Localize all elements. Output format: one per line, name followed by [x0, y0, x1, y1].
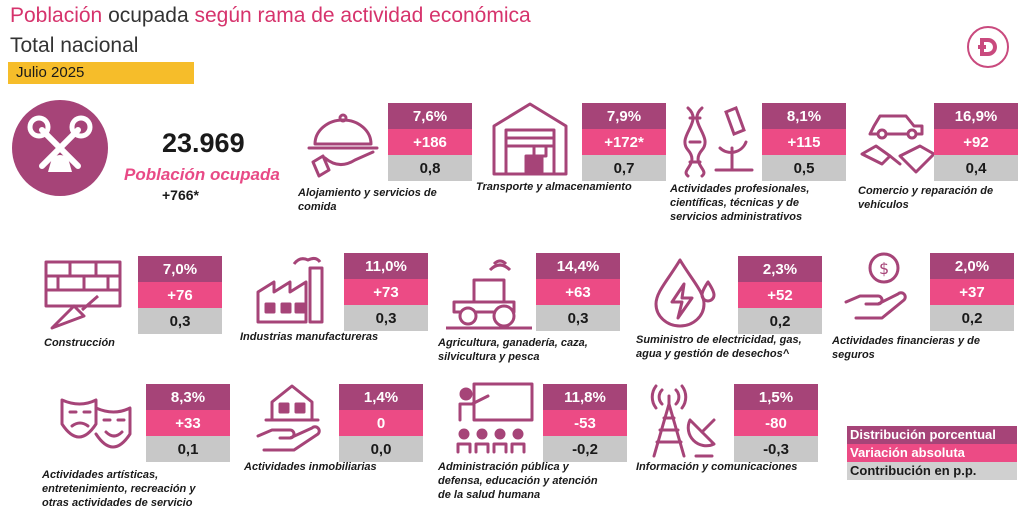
money-hand-icon: $ — [842, 250, 922, 324]
var-value: +92 — [934, 129, 1018, 155]
var-value: +63 — [536, 279, 620, 305]
dist-value: 1,4% — [339, 384, 423, 410]
serving-cloche-icon — [303, 110, 383, 182]
sector-label-administracion: Administración pública y defensa, educac… — [438, 461, 598, 501]
legend-contrib: Contribución en p.p. — [847, 462, 1017, 480]
title-part-3: según rama de actividad económica — [194, 4, 531, 27]
dist-value: 11,8% — [543, 384, 627, 410]
sector-label-electricidad: Suministro de electricidad, gas, agua y … — [636, 334, 802, 360]
stat-transporte: 7,9% +172* 0,7 — [582, 103, 666, 181]
total-employed-value: 23.969 — [162, 128, 245, 158]
brand-logo-icon — [967, 26, 1009, 68]
sector-label-transporte: Transporte y almacenamiento — [476, 181, 632, 193]
theater-masks-icon — [58, 390, 138, 464]
stat-profesionales: 8,1% +115 0,5 — [762, 103, 846, 181]
brick-trowel-icon — [42, 258, 124, 332]
stat-administracion: 11,8% -53 -0,2 — [543, 384, 627, 462]
antenna-tower-icon — [646, 382, 722, 458]
stat-inmobiliarias: 1,4% 0 0,0 — [339, 384, 423, 462]
svg-text:$: $ — [879, 259, 889, 278]
total-employed-label: Población ocupada — [124, 165, 280, 184]
contrib-value: 0,1 — [146, 436, 230, 462]
stat-comercio: 16,9% +92 0,4 — [934, 103, 1018, 181]
stat-artisticas: 8,3% +33 0,1 — [146, 384, 230, 462]
title-part-1: Población — [10, 4, 103, 27]
legend-var: Variación absoluta — [847, 444, 1017, 462]
sector-label-profesionales: Actividades profesionales, científicas, … — [670, 183, 810, 223]
sector-label-comercio: Comercio y reparación de vehículos — [858, 185, 994, 211]
contrib-value: 0,3 — [536, 305, 620, 331]
dist-value: 7,0% — [138, 256, 222, 282]
title-part-2: ocupada — [108, 4, 189, 27]
stat-manufactura: 11,0% +73 0,3 — [344, 253, 428, 331]
var-value: +33 — [146, 410, 230, 436]
car-handshake-icon — [860, 104, 936, 180]
var-value: 0 — [339, 410, 423, 436]
house-hand-icon — [256, 380, 332, 452]
sector-label-artisticas: Actividades artísticas, entretenimiento,… — [42, 469, 196, 509]
sector-label-informacion: Información y comunicaciones — [636, 461, 798, 473]
tools-circle-icon — [12, 100, 108, 196]
factory-icon — [254, 254, 334, 326]
contrib-value: 0,3 — [344, 305, 428, 331]
contrib-value: -0,3 — [734, 436, 818, 462]
var-value: -80 — [734, 410, 818, 436]
var-value: -53 — [543, 410, 627, 436]
tractor-icon — [444, 258, 534, 332]
dist-value: 11,0% — [344, 253, 428, 279]
date-badge: Julio 2025 — [8, 62, 194, 84]
legend-dist: Distribución porcentual — [847, 426, 1017, 444]
var-value: +37 — [930, 279, 1014, 305]
contrib-value: 0,7 — [582, 155, 666, 181]
dist-value: 14,4% — [536, 253, 620, 279]
stat-construccion: 7,0% +76 0,3 — [138, 256, 222, 334]
sector-label-inmobiliarias: Actividades inmobiliarias — [244, 461, 377, 473]
sector-label-manufactura: Industrias manufactureras — [240, 331, 379, 343]
water-electricity-icon — [650, 256, 722, 328]
dist-value: 8,3% — [146, 384, 230, 410]
legend: Distribución porcentual Variación absolu… — [847, 426, 1017, 480]
stat-agricultura: 14,4% +63 0,3 — [536, 253, 620, 331]
sector-label-agricultura: Agricultura, ganadería, caza, silvicultu… — [438, 337, 588, 363]
var-value: +73 — [344, 279, 428, 305]
sector-label-financieras: Actividades financieras y de seguros — [832, 335, 980, 361]
var-value: +115 — [762, 129, 846, 155]
total-employed-variation: +766* — [162, 187, 199, 203]
stat-financieras: 2,0% +37 0,2 — [930, 253, 1014, 331]
dist-value: 1,5% — [734, 384, 818, 410]
page-subtitle: Total nacional — [10, 34, 139, 57]
dist-value: 2,3% — [738, 256, 822, 282]
var-value: +76 — [138, 282, 222, 308]
sector-label-construccion: Construcción — [44, 337, 115, 349]
var-value: +186 — [388, 129, 472, 155]
stat-alojamiento: 7,6% +186 0,8 — [388, 103, 472, 181]
contrib-value: 0,2 — [738, 308, 822, 334]
contrib-value: 0,3 — [138, 308, 222, 334]
sector-label-alojamiento: Alojamiento y servicios de comida — [298, 187, 437, 213]
dist-value: 7,6% — [388, 103, 472, 129]
contrib-value: 0,0 — [339, 436, 423, 462]
dist-value: 7,9% — [582, 103, 666, 129]
contrib-value: 0,5 — [762, 155, 846, 181]
contrib-value: -0,2 — [543, 436, 627, 462]
dna-microscope-icon — [680, 104, 756, 178]
var-value: +172* — [582, 129, 666, 155]
dist-value: 8,1% — [762, 103, 846, 129]
stat-electricidad: 2,3% +52 0,2 — [738, 256, 822, 334]
contrib-value: 0,8 — [388, 155, 472, 181]
contrib-value: 0,2 — [930, 305, 1014, 331]
page-title: Población ocupada según rama de activida… — [10, 4, 531, 28]
dist-value: 16,9% — [934, 103, 1018, 129]
stat-informacion: 1,5% -80 -0,3 — [734, 384, 818, 462]
dist-value: 2,0% — [930, 253, 1014, 279]
var-value: +52 — [738, 282, 822, 308]
contrib-value: 0,4 — [934, 155, 1018, 181]
warehouse-icon — [490, 100, 570, 176]
teacher-classroom-icon — [454, 380, 536, 456]
